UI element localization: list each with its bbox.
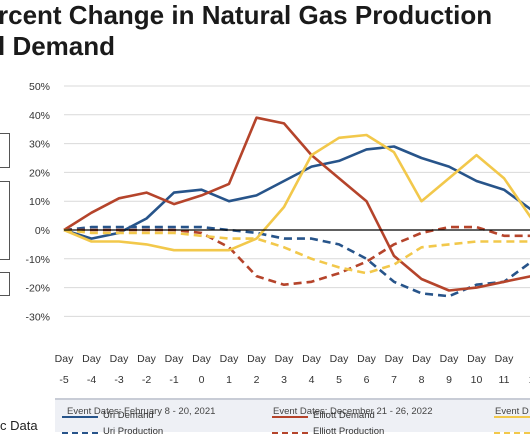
series-line-unlabeled-4 — [63, 133, 530, 252]
x-tick-label-number: 10 — [471, 374, 483, 386]
x-tick-label-number: -2 — [142, 374, 151, 386]
x-tick-label-day: Day — [55, 353, 74, 365]
x-tick-label-day: Day — [137, 353, 156, 365]
x-tick-label-day: Day — [440, 353, 459, 365]
x-tick-label-day: Day — [275, 353, 294, 365]
legend-label-uri-demand: Uri Demand — [103, 410, 154, 421]
x-tick-label-day: Day — [220, 353, 239, 365]
series-line-elliott-production — [64, 225, 530, 287]
series-line-uri-production — [63, 225, 530, 298]
chart-title-line-2: l Demand — [0, 31, 116, 61]
x-tick-label-day: Day — [495, 353, 514, 365]
side-panel-box-2 — [0, 181, 10, 260]
x-tick-label-day: Day — [357, 353, 376, 365]
x-tick-label-day: Day — [110, 353, 129, 365]
x-tick-label-day: Day — [467, 353, 486, 365]
side-panel-box-1 — [0, 133, 10, 168]
series-line-unlabeled-5 — [63, 228, 530, 275]
legend-event-dates-third: Event D — [495, 406, 529, 417]
x-tick-label-number: 0 — [199, 374, 205, 386]
x-tick-label-number: 1 — [226, 374, 232, 386]
x-tick-label-number: -1 — [169, 374, 178, 386]
y-tick-label: -20% — [25, 283, 50, 295]
x-tick-label-day: Day — [385, 353, 404, 365]
y-tick-label: 30% — [29, 139, 50, 151]
legend-swatch-elliott-production — [272, 432, 308, 434]
x-tick-label-day: Day — [192, 353, 211, 365]
x-tick-label-number: -3 — [114, 374, 123, 386]
line-chart: 50% 40% 30% 20% 10% 0% -10% -20% -30% Day -5 Day -4 D… — [25, 81, 530, 386]
x-tick-label-day: Day — [302, 353, 321, 365]
legend-event-dates-uri: Event Dates: February 8 - 20, 2021 — [67, 406, 216, 417]
y-tick-label: 0% — [35, 225, 50, 237]
legend-swatch-third-demand — [494, 416, 530, 418]
legend-swatch-elliott-demand — [272, 416, 308, 418]
x-tick-label-number: 8 — [419, 374, 425, 386]
source-note: c Data — [0, 418, 38, 433]
x-tick-label-day: Day — [82, 353, 101, 365]
y-tick-label: -10% — [25, 254, 50, 266]
series-line-elliott-demand — [63, 116, 530, 292]
y-tick-label: 40% — [29, 110, 50, 122]
x-tick-label-number: -4 — [87, 374, 96, 386]
series-line-uri-demand — [63, 145, 530, 240]
legend: Event Dates: February 8 - 20, 2021 Event… — [55, 398, 530, 432]
x-tick-label-number: 11 — [499, 374, 510, 386]
x-tick-label-number: 2 — [254, 374, 260, 386]
x-tick-label-number: 3 — [281, 374, 287, 386]
legend-label-elliott-production: Elliott Production — [313, 426, 385, 437]
x-tick-label-number: 1 — [529, 374, 530, 386]
x-tick-label-number: 4 — [309, 374, 315, 386]
x-tick-label-number: 5 — [336, 374, 342, 386]
x-tick-label-number: -5 — [59, 374, 68, 386]
side-panel-box-3 — [0, 272, 10, 296]
legend-swatch-uri-demand — [62, 416, 98, 418]
chart-title: rcent Change in Natural Gas Production l… — [0, 0, 492, 62]
y-tick-label: -30% — [25, 311, 50, 323]
legend-event-dates-elliott: Event Dates: December 21 - 26, 2022 — [273, 406, 433, 417]
x-tick-label-number: 6 — [364, 374, 370, 386]
x-tick-label-number: 9 — [446, 374, 452, 386]
x-tick-label-day: Day — [165, 353, 184, 365]
legend-swatch-third-production — [494, 432, 530, 434]
y-tick-label: 20% — [29, 167, 50, 179]
legend-label-elliott-demand: Elliott Demand — [313, 410, 375, 421]
legend-label-uri-production: Uri Production — [103, 426, 164, 437]
legend-swatch-uri-production — [62, 432, 98, 434]
x-tick-label-day: Day — [330, 353, 349, 365]
y-tick-label: 10% — [29, 196, 50, 208]
y-tick-label: 50% — [29, 81, 50, 93]
chart-title-line-1: rcent Change in Natural Gas Production — [0, 0, 493, 30]
x-tick-label-day: Day — [412, 353, 431, 365]
x-tick-label-day: Day — [247, 353, 266, 365]
x-tick-label-number: 7 — [391, 374, 397, 386]
